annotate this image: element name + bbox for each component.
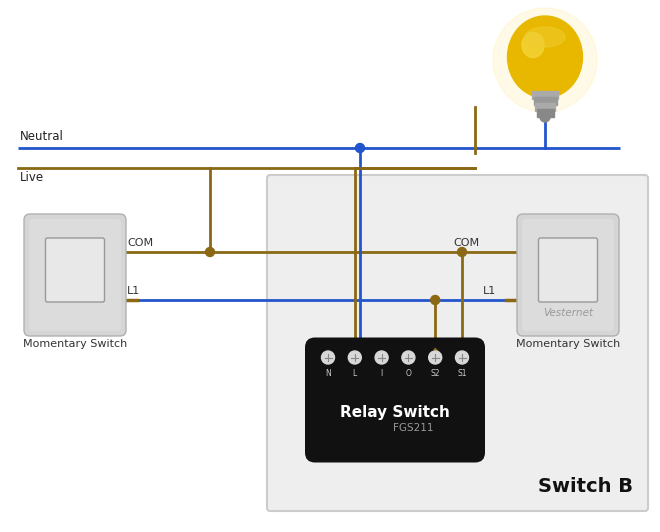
Text: Momentary Switch: Momentary Switch [23,339,127,349]
Text: N: N [325,369,331,378]
Circle shape [375,351,388,364]
Circle shape [205,247,214,256]
Text: L1: L1 [483,286,496,296]
Bar [533,97,556,105]
FancyBboxPatch shape [267,175,648,511]
Text: Relay Switch: Relay Switch [340,404,450,420]
FancyBboxPatch shape [305,337,485,462]
Bar [532,91,558,99]
Text: Switch B: Switch B [538,477,633,496]
Text: S2: S2 [430,369,440,378]
Circle shape [321,351,335,364]
FancyBboxPatch shape [522,219,614,331]
FancyBboxPatch shape [517,214,619,336]
Text: COM: COM [127,238,153,248]
FancyBboxPatch shape [46,238,104,302]
Text: I: I [380,369,383,378]
Text: L: L [352,369,357,378]
FancyBboxPatch shape [29,219,121,331]
Text: O: O [405,369,411,378]
Text: Momentary Switch: Momentary Switch [516,339,620,349]
Circle shape [457,247,467,256]
Circle shape [455,351,469,364]
Ellipse shape [508,16,583,98]
Circle shape [493,8,597,112]
Ellipse shape [525,27,565,47]
Bar [535,103,555,111]
FancyBboxPatch shape [24,214,126,336]
Bar [315,347,475,405]
Circle shape [402,351,415,364]
Text: Vesternet: Vesternet [543,308,593,318]
Text: L1: L1 [127,286,140,296]
Circle shape [540,112,550,122]
Circle shape [431,295,440,304]
Text: S1: S1 [457,369,467,378]
Text: Neutral: Neutral [20,130,64,143]
Text: FGS211: FGS211 [393,423,433,433]
Text: COM: COM [453,238,479,248]
Circle shape [356,144,364,153]
FancyBboxPatch shape [539,238,597,302]
Text: Live: Live [20,171,44,184]
Circle shape [429,351,442,364]
Bar [537,109,554,117]
Ellipse shape [522,32,544,57]
Circle shape [348,351,361,364]
